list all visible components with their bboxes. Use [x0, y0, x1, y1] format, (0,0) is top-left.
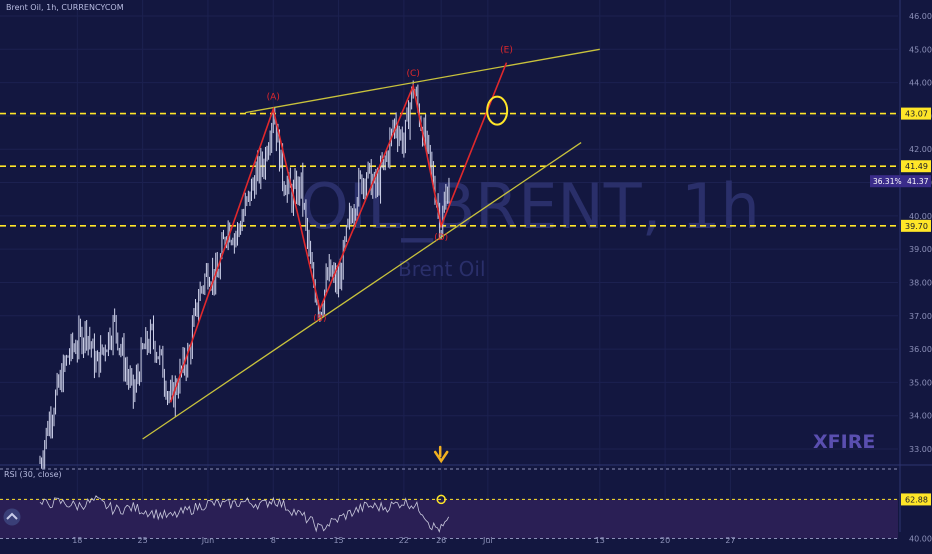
level-badge-label: 43.07 [905, 110, 928, 119]
target-circle [486, 95, 509, 126]
price-tick-label: 40.00 [909, 212, 932, 221]
time-tick-label: 25 [138, 536, 148, 545]
wave-label: (A) [267, 92, 280, 102]
time-tick-label: 8 [271, 536, 276, 545]
rsi-marker-circle [436, 494, 446, 505]
current-price-badge [870, 175, 931, 188]
current-price-label: 41.37 [907, 177, 929, 186]
wave-label: (B) [313, 314, 326, 324]
trendline [142, 142, 582, 440]
wave-label: (E) [500, 46, 513, 56]
rsi-value-badge [901, 493, 931, 506]
watermark-symbol: OIL_BRENT, 1h [300, 170, 760, 243]
price-tick-label: 35.00 [909, 378, 932, 387]
rsi-value-label: 62.88 [905, 495, 928, 504]
symbol-title[interactable]: Brent Oil, 1h, CURRENCYCOM [6, 3, 124, 12]
price-tick-label: 39.00 [909, 245, 932, 254]
level-badge-label: 39.70 [905, 222, 928, 231]
rsi-band [0, 499, 898, 539]
rsi-tick-label: 40.00 [909, 534, 932, 543]
price-tick-label: 44.00 [909, 79, 932, 88]
trendline [245, 48, 600, 114]
watermark: OIL_BRENT, 1h Brent Oil XFIRE [300, 170, 875, 453]
price-tick-label: 45.00 [909, 45, 932, 54]
annotation-markers [433, 95, 509, 505]
wave-label: (C) [407, 69, 420, 79]
grid-lines [0, 0, 932, 532]
watermark-description: Brent Oil [398, 257, 486, 281]
price-tick-label: 37.00 [909, 312, 932, 321]
wave-label: (D) [434, 233, 448, 243]
time-tick-label: 15 [333, 536, 343, 545]
price-tick-label: 42.00 [909, 145, 932, 154]
time-tick-label: Jul [482, 536, 493, 545]
tradingview-logo[interactable] [3, 508, 21, 526]
watermark-brand: XFIRE [813, 431, 875, 453]
level-badge [901, 160, 931, 173]
time-tick-label: 27 [725, 536, 735, 545]
price-badges: 43.07 41.49 39.70 36.31% 41.37 62.88 [870, 107, 931, 506]
time-axis[interactable]: 18 25 Jun 8 15 22 26 Jul 13 20 27 [72, 536, 735, 545]
elliott-waves: (A) (B) (C) (D) (E) [169, 46, 513, 403]
price-tick-label: 38.00 [909, 278, 932, 287]
time-tick-label: 20 [660, 536, 670, 545]
trendlines [142, 48, 600, 440]
level-badge-label: 41.49 [905, 162, 928, 171]
rsi-indicator [0, 468, 898, 539]
price-tick-label: 33.00 [909, 445, 932, 454]
price-tick-label: 34.00 [909, 412, 932, 421]
time-tick-label: 18 [72, 536, 82, 545]
down-arrow-icon [433, 445, 449, 464]
time-tick-label: 22 [399, 536, 409, 545]
wave-line [169, 62, 508, 403]
rsi-pane [0, 499, 898, 539]
level-badge [901, 219, 931, 232]
time-tick-label: 26 [436, 536, 446, 545]
price-tick-label: 36.00 [909, 345, 932, 354]
price-change-label: 36.31% [873, 177, 902, 186]
time-tick-label: 13 [595, 536, 605, 545]
rsi-title[interactable]: RSI (30, close) [4, 470, 62, 479]
price-tick-label: 46.00 [909, 12, 932, 21]
rsi-line [39, 495, 450, 533]
level-badge [901, 107, 931, 120]
time-tick-label: Jun [201, 536, 215, 545]
